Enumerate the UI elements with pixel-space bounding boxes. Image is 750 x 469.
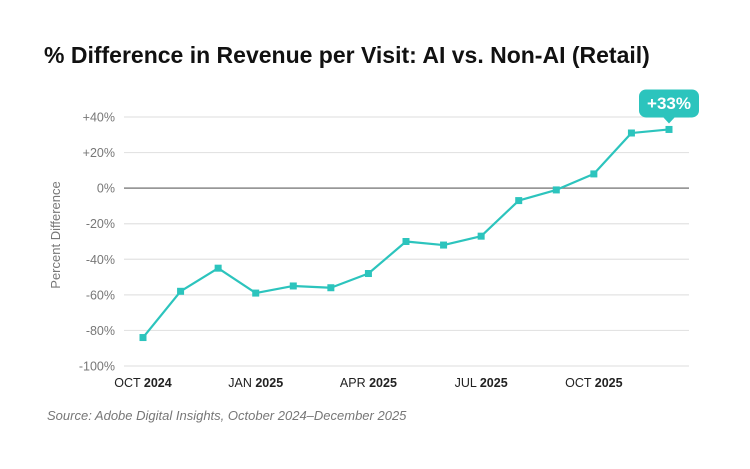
data-point xyxy=(289,282,297,290)
data-point xyxy=(177,287,185,295)
x-tick-label: APR 2025 xyxy=(340,376,397,390)
y-tick-label: -80% xyxy=(86,324,115,338)
data-point xyxy=(440,241,448,249)
annotation-pointer xyxy=(663,116,675,124)
chart-source: Source: Adobe Digital Insights, October … xyxy=(47,408,407,423)
data-point xyxy=(665,125,673,133)
data-point xyxy=(252,289,260,297)
y-axis-label: Percent Difference xyxy=(48,181,63,288)
data-point xyxy=(214,264,222,272)
y-tick-label: -100% xyxy=(79,360,115,374)
annotation-label: +33% xyxy=(647,94,691,113)
data-point xyxy=(139,334,147,342)
data-point xyxy=(477,232,485,240)
y-tick-label: 0% xyxy=(97,182,115,196)
x-tick-month: OCT xyxy=(565,376,595,390)
x-tick-month: JUL xyxy=(455,376,480,390)
x-tick-year: 2025 xyxy=(480,376,508,390)
y-tick-label: -20% xyxy=(86,217,115,231)
y-tick-label: -60% xyxy=(86,288,115,302)
data-point xyxy=(364,270,372,278)
data-point xyxy=(402,238,410,245)
x-tick-label: OCT 2024 xyxy=(114,376,171,390)
data-point xyxy=(515,197,523,205)
data-point xyxy=(627,129,635,137)
data-point xyxy=(552,186,560,194)
data-point xyxy=(590,170,598,178)
x-tick-month: APR xyxy=(340,376,369,390)
annotation-bubble xyxy=(639,89,699,118)
x-tick-month: JAN xyxy=(228,376,255,390)
y-tick-label: +20% xyxy=(83,146,115,160)
x-tick-year: 2025 xyxy=(595,376,623,390)
x-tick-year: 2025 xyxy=(255,376,283,390)
x-tick-label: OCT 2025 xyxy=(565,376,622,390)
chart-title: % Difference in Revenue per Visit: AI vs… xyxy=(44,42,650,68)
data-point xyxy=(327,284,335,292)
x-tick-month: OCT xyxy=(114,376,144,390)
series-line xyxy=(142,128,670,339)
x-tick-label: JAN 2025 xyxy=(228,376,283,390)
x-tick-label: JUL 2025 xyxy=(455,376,508,390)
x-tick-year: 2024 xyxy=(144,376,172,390)
y-tick-label: +40% xyxy=(83,111,115,125)
x-tick-year: 2025 xyxy=(369,376,397,390)
y-tick-label: -40% xyxy=(86,253,115,267)
